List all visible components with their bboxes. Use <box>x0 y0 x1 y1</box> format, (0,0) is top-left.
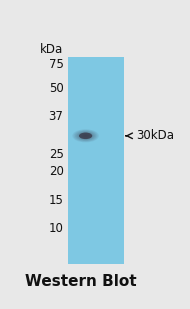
Text: 30kDa: 30kDa <box>136 129 174 142</box>
Text: kDa: kDa <box>40 43 63 56</box>
Ellipse shape <box>78 132 93 140</box>
Ellipse shape <box>79 133 92 139</box>
Text: 10: 10 <box>49 222 63 235</box>
Ellipse shape <box>74 130 97 142</box>
Ellipse shape <box>79 133 92 139</box>
Text: 15: 15 <box>49 193 63 206</box>
Ellipse shape <box>84 135 87 137</box>
Ellipse shape <box>75 131 96 141</box>
Text: 50: 50 <box>49 82 63 95</box>
Ellipse shape <box>83 134 88 137</box>
Text: Western Blot: Western Blot <box>25 274 137 289</box>
Ellipse shape <box>80 133 91 138</box>
Text: 37: 37 <box>49 110 63 123</box>
Ellipse shape <box>72 129 99 142</box>
Text: 25: 25 <box>49 148 63 161</box>
Ellipse shape <box>82 134 89 138</box>
Text: 75: 75 <box>49 58 63 71</box>
Ellipse shape <box>76 131 95 140</box>
Text: 20: 20 <box>49 165 63 178</box>
Bar <box>68 57 124 264</box>
